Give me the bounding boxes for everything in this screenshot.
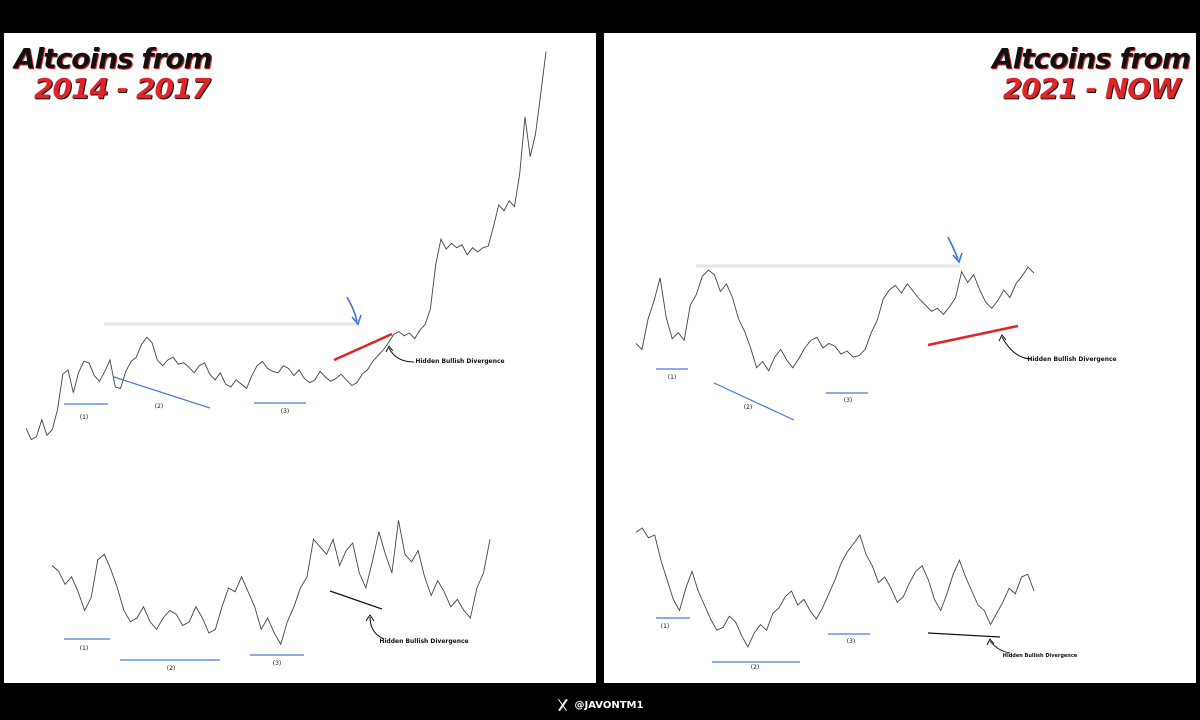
divergence-label: Hidden Bullish Divergence (1027, 356, 1116, 363)
hidden-divergence-trendline (927, 324, 1019, 347)
blue-arrow-icon (346, 296, 358, 322)
indicator-divergence-arrowhead-icon (986, 638, 995, 646)
indicator-divergence-line (927, 632, 1001, 638)
support-line-2 (713, 382, 795, 421)
footer-handle[interactable]: @JAVONTM1 (574, 699, 644, 711)
support-label-3: (3) (281, 408, 290, 415)
indicator-label-3: (3) (847, 638, 856, 645)
indicator-label-3: (3) (273, 660, 282, 667)
support-label-2: (2) (155, 403, 164, 410)
x-logo-icon (557, 699, 569, 711)
price-line (25, 51, 547, 441)
indicator-divergence-arrowhead-icon (365, 614, 375, 622)
indicator-line (635, 527, 1035, 649)
left-chart-panel: Altcoins from 2014 - 2017 (1) (2) (3) Hidde… (4, 33, 596, 683)
indicator-label-1: (1) (661, 623, 670, 630)
divergence-label: Hidden Bullish Divergence (415, 358, 504, 365)
indicator-divergence-label: Hidden Bullish Divergence (379, 638, 468, 645)
price-line (635, 266, 1035, 372)
divergence-arrow-icon (388, 347, 415, 363)
divergence-arrowhead-icon (385, 345, 394, 353)
indicator-divergence-line (329, 590, 383, 610)
indicator-label-2: (2) (167, 665, 176, 672)
support-line-2 (113, 376, 211, 409)
left-chart-svg: (1) (2) (3) Hidden Bullish Divergence (1) (2)… (25, 51, 547, 672)
indicator-divergence-arrow-icon (989, 640, 1011, 654)
support-label-2: (2) (744, 404, 753, 411)
footer: @JAVONTM1 (0, 690, 1200, 720)
blue-arrowhead-icon (952, 252, 963, 264)
support-label-3: (3) (844, 397, 853, 404)
right-title-line-2: 2021 - NOW (1002, 72, 1181, 105)
support-label-1: (1) (80, 414, 89, 421)
support-label-1: (1) (668, 374, 677, 381)
right-title-line-1: Altcoins from (992, 42, 1191, 75)
blue-arrow-icon (947, 236, 959, 260)
blue-arrowhead-icon (351, 314, 362, 326)
hidden-divergence-trendline (333, 332, 393, 362)
left-title-line-2: 2014 - 2017 (34, 72, 211, 105)
indicator-label-2: (2) (751, 664, 760, 671)
indicator-divergence-arrow-icon (369, 616, 385, 640)
indicator-label-1: (1) (80, 645, 89, 652)
left-title-line-1: Altcoins from (14, 42, 213, 75)
right-chart-svg: (1) (2) (3) Hidden Bullish Divergence (1) (2)… (635, 236, 1117, 671)
indicator-divergence-label: Hidden Bullish Divergence (1003, 653, 1078, 659)
divergence-arrow-icon (1001, 336, 1033, 360)
right-chart-panel: Altcoins from 2021 - NOW (1) (2) (3) Hidden… (604, 33, 1196, 683)
indicator-line (51, 520, 491, 646)
divergence-arrowhead-icon (998, 334, 1007, 342)
